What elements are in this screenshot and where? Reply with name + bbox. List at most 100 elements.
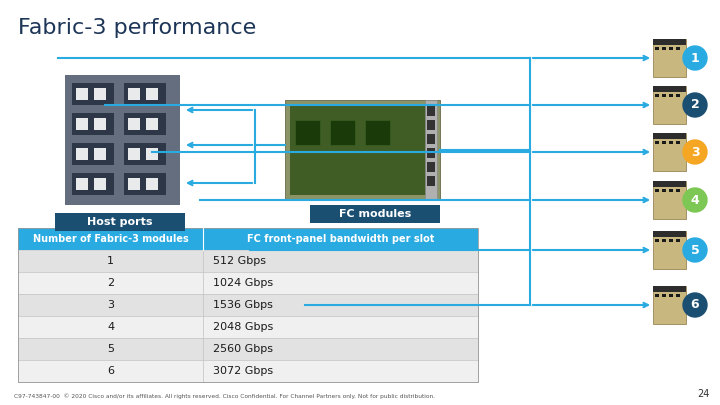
Bar	[425, 100, 437, 200]
Bar	[676, 294, 680, 297]
Bar	[653, 133, 686, 171]
Circle shape	[683, 238, 707, 262]
Bar	[18, 338, 203, 360]
Bar	[65, 75, 180, 205]
Bar	[203, 294, 478, 316]
Bar	[427, 120, 435, 130]
Text: 2: 2	[690, 98, 699, 111]
Bar	[76, 118, 88, 130]
Bar	[669, 189, 673, 192]
Bar	[427, 148, 435, 158]
Bar	[128, 178, 140, 190]
Bar	[662, 94, 666, 97]
Bar	[655, 141, 659, 144]
Bar	[653, 86, 686, 124]
Text: 1: 1	[690, 51, 699, 64]
Circle shape	[683, 93, 707, 117]
Text: 1: 1	[107, 256, 114, 266]
Bar	[653, 286, 686, 292]
Bar	[94, 178, 106, 190]
Bar	[124, 113, 166, 135]
Bar	[146, 88, 158, 100]
Text: 24: 24	[698, 389, 710, 399]
Bar	[653, 133, 686, 139]
Bar	[72, 143, 114, 165]
Text: 6: 6	[690, 298, 699, 311]
Circle shape	[683, 140, 707, 164]
Bar	[76, 178, 88, 190]
Bar	[72, 173, 114, 195]
Bar	[653, 39, 686, 77]
Bar	[295, 120, 320, 145]
Circle shape	[683, 46, 707, 70]
Bar	[146, 148, 158, 160]
Bar	[676, 239, 680, 242]
Bar	[653, 181, 686, 219]
Bar	[72, 113, 114, 135]
Bar	[669, 47, 673, 50]
Bar	[653, 39, 686, 45]
Bar	[676, 94, 680, 97]
Bar	[655, 47, 659, 50]
Text: 512 Gbps: 512 Gbps	[213, 256, 266, 266]
Text: 2: 2	[107, 278, 114, 288]
Bar	[290, 105, 430, 195]
Bar	[18, 228, 478, 382]
Text: 4: 4	[107, 322, 114, 332]
Bar	[76, 88, 88, 100]
Bar	[94, 118, 106, 130]
Bar	[128, 88, 140, 100]
Text: 1024 Gbps: 1024 Gbps	[213, 278, 273, 288]
Bar	[669, 141, 673, 144]
Text: C97-743847-00  © 2020 Cisco and/or its affiliates. All rights reserved. Cisco Co: C97-743847-00 © 2020 Cisco and/or its af…	[14, 393, 435, 399]
Bar	[655, 294, 659, 297]
Bar	[653, 231, 686, 237]
Bar	[146, 178, 158, 190]
Bar	[676, 141, 680, 144]
Text: 3: 3	[107, 300, 114, 310]
Text: 6: 6	[107, 366, 114, 376]
Text: 2560 Gbps: 2560 Gbps	[213, 344, 273, 354]
Bar	[203, 338, 478, 360]
Bar	[18, 272, 203, 294]
Bar	[427, 134, 435, 144]
Text: 5: 5	[107, 344, 114, 354]
Bar	[655, 94, 659, 97]
Bar	[676, 47, 680, 50]
Bar	[124, 83, 166, 105]
Bar	[203, 316, 478, 338]
Text: 3072 Gbps: 3072 Gbps	[213, 366, 273, 376]
Text: 1536 Gbps: 1536 Gbps	[213, 300, 273, 310]
Bar	[669, 294, 673, 297]
Bar	[124, 143, 166, 165]
Bar	[18, 316, 203, 338]
Bar	[662, 239, 666, 242]
Bar	[662, 189, 666, 192]
Bar	[330, 120, 355, 145]
Bar	[655, 189, 659, 192]
Bar	[285, 100, 440, 200]
Bar	[203, 360, 478, 382]
Bar	[427, 176, 435, 186]
Text: 2048 Gbps: 2048 Gbps	[213, 322, 274, 332]
Bar	[203, 250, 478, 272]
Bar	[203, 228, 478, 250]
Bar	[94, 148, 106, 160]
Bar	[662, 47, 666, 50]
Bar	[55, 213, 185, 231]
Text: FC modules: FC modules	[339, 209, 411, 219]
Text: FC front-panel bandwidth per slot: FC front-panel bandwidth per slot	[247, 234, 434, 244]
Bar	[653, 231, 686, 269]
Text: 4: 4	[690, 194, 699, 207]
Circle shape	[683, 188, 707, 212]
Bar	[18, 250, 203, 272]
Bar	[676, 189, 680, 192]
Bar	[76, 148, 88, 160]
Bar	[662, 141, 666, 144]
Bar	[427, 106, 435, 116]
Bar	[128, 118, 140, 130]
Text: Host ports: Host ports	[87, 217, 153, 227]
Bar	[310, 205, 440, 223]
Text: Number of Fabric-3 modules: Number of Fabric-3 modules	[32, 234, 189, 244]
Bar	[662, 294, 666, 297]
